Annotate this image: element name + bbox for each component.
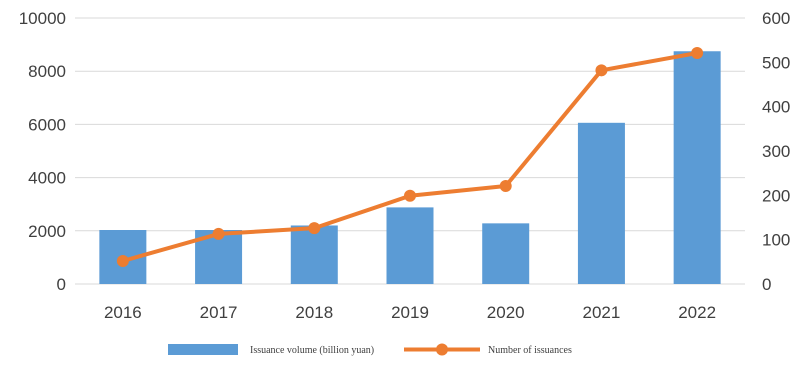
- x-tick-label: 2022: [678, 303, 716, 322]
- bar-2022: [673, 51, 721, 284]
- x-tick-label: 2017: [200, 303, 238, 322]
- legend-line-label: Number of issuances: [488, 345, 572, 356]
- right-tick-label: 100: [762, 231, 790, 250]
- bar-2018: [290, 225, 338, 284]
- right-tick-label: 200: [762, 186, 790, 205]
- right-axis-tick-labels: 0 100 200 300 400 500 600: [762, 9, 790, 294]
- bar-2021: [577, 122, 625, 284]
- point-2020: [499, 180, 512, 193]
- left-tick-label: 10000: [19, 9, 66, 28]
- legend-line-marker: [436, 343, 448, 356]
- left-tick-label: 0: [57, 275, 66, 294]
- legend-bar-swatch: [168, 344, 238, 355]
- point-2018: [308, 222, 321, 235]
- right-tick-label: 400: [762, 98, 790, 117]
- x-tick-label: 2020: [487, 303, 525, 322]
- bar-series: [99, 51, 721, 284]
- point-2021: [595, 64, 608, 77]
- left-axis-tick-labels: 0 2000 4000 6000 8000 10000: [19, 9, 66, 294]
- left-tick-label: 6000: [28, 115, 66, 134]
- gridlines: [75, 17, 745, 285]
- left-tick-label: 8000: [28, 62, 66, 81]
- x-tick-label: 2019: [391, 303, 429, 322]
- left-tick-label: 2000: [28, 222, 66, 241]
- right-tick-label: 500: [762, 53, 790, 72]
- bar-2020: [482, 223, 530, 284]
- line-series: [116, 47, 704, 267]
- point-2019: [404, 189, 416, 202]
- legend-bar-label: Issuance volume (billion yuan): [250, 345, 374, 356]
- right-tick-label: 0: [762, 275, 771, 294]
- bar-2019: [386, 207, 434, 284]
- x-axis-tick-labels: 2016 2017 2018 2019 2020 2021 2022: [104, 303, 716, 322]
- left-tick-label: 4000: [28, 169, 66, 188]
- legend: Issuance volume (billion yuan) Number of…: [168, 343, 572, 356]
- x-tick-label: 2021: [583, 303, 621, 322]
- point-2016: [116, 254, 129, 267]
- point-2022: [691, 47, 704, 60]
- right-tick-label: 600: [762, 9, 790, 28]
- right-tick-label: 300: [762, 142, 790, 161]
- x-tick-label: 2016: [104, 303, 142, 322]
- x-tick-label: 2018: [295, 303, 333, 322]
- point-2017: [212, 227, 225, 240]
